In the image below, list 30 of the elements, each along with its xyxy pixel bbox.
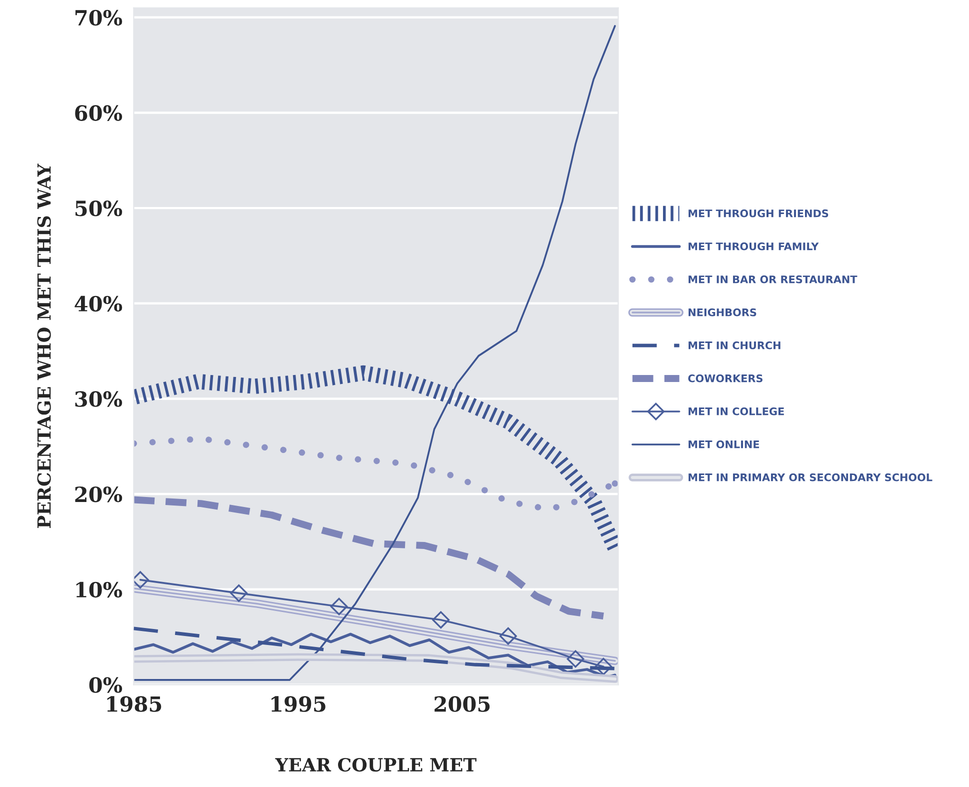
legend-label: MET IN PRIMARY OR SECONDARY SCHOOL <box>688 473 932 482</box>
y-tick-label: 20% <box>75 486 122 502</box>
legend-label: COWORKERS <box>688 374 762 382</box>
legend-label: MET IN BAR OR RESTAURANT <box>688 275 858 284</box>
legend-label: MET IN CHURCH <box>688 341 780 350</box>
x-tick-label: 2005 <box>434 696 490 712</box>
legend-label: MET THROUGH FRIENDS <box>688 209 828 218</box>
legend-label: MET ONLINE <box>688 440 760 448</box>
y-axis-title: PERCENTAGE WHO MET THIS WAY <box>37 164 51 528</box>
legend-label: MET THROUGH FAMILY <box>688 242 819 250</box>
point <box>594 658 612 676</box>
line-series <box>134 25 616 681</box>
point <box>432 611 450 629</box>
y-tick-label: 50% <box>76 200 122 216</box>
y-tick-label: 0% <box>89 677 122 693</box>
point <box>566 650 584 668</box>
point <box>230 584 248 602</box>
y-tick-label: 40% <box>74 296 122 312</box>
line-series <box>134 632 616 678</box>
y-tick-label: 60% <box>75 105 122 121</box>
x-tick-label: 1985 <box>107 696 162 712</box>
x-axis-title: YEAR COUPLE MET <box>275 758 476 772</box>
y-tick-label: 70% <box>75 10 122 26</box>
legend-label: NEIGHBORS <box>688 308 756 316</box>
x-tick-label: 1995 <box>272 696 326 712</box>
y-tick-label: 30% <box>75 391 122 407</box>
y-tick-label: 10% <box>76 582 122 598</box>
legend-label: MET IN COLLEGE <box>688 407 784 416</box>
point <box>330 598 348 616</box>
point <box>499 627 517 645</box>
